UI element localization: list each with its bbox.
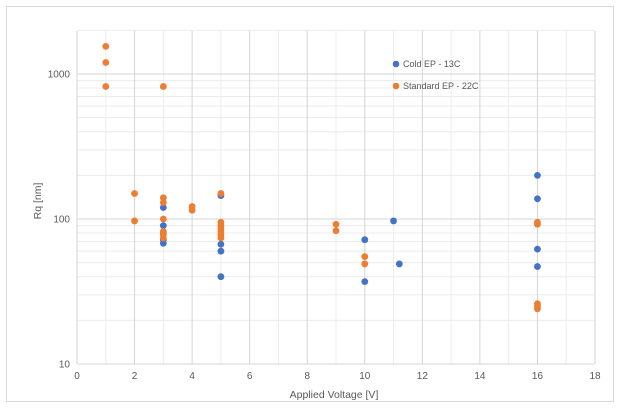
data-point-cold-ep [534, 245, 541, 253]
data-point-standard-ep [188, 206, 196, 214]
data-point-standard-ep [159, 194, 167, 202]
y-tick-label: 100 [53, 215, 70, 226]
data-point-standard-ep [332, 220, 340, 228]
legend: Cold EP - 13C Standard EP - 22C [392, 59, 479, 91]
data-point-standard-ep [361, 253, 369, 261]
data-point-cold-ep [217, 240, 225, 248]
legend-marker-standard-ep [392, 82, 400, 90]
data-point-cold-ep [159, 222, 167, 230]
minor-gridlines [77, 29, 595, 364]
legend-label-cold-ep: Cold EP - 13C [403, 59, 461, 69]
data-point-standard-ep [534, 220, 541, 228]
x-axis-ticks: 0 2 4 6 8 10 12 14 16 18 [74, 371, 601, 382]
x-tick-label: 8 [304, 371, 310, 382]
data-point-cold-ep [159, 239, 167, 247]
data-point-cold-ep [361, 236, 369, 244]
data-point-standard-ep [131, 217, 138, 225]
data-point-cold-ep [361, 278, 369, 286]
x-tick-label: 12 [417, 371, 429, 382]
data-point-standard-ep [102, 83, 110, 90]
y-axis-ticks: 10 100 1000 [48, 70, 71, 371]
data-point-standard-ep [159, 199, 167, 206]
data-point-standard-ep [131, 190, 138, 197]
x-tick-label: 10 [359, 371, 371, 382]
data-point-cold-ep [534, 263, 541, 270]
data-point-standard-ep [534, 305, 541, 313]
data-point-cold-ep [217, 247, 225, 255]
legend-marker-cold-ep [392, 60, 400, 68]
chart-frame: 0 2 4 6 8 10 12 14 16 18 10 100 1000 Applied Voltag… [6, 6, 614, 402]
major-gridlines [76, 31, 596, 365]
y-axis-title: Rq [nm] [32, 183, 44, 220]
data-points [102, 43, 541, 313]
x-axis-title: Applied Voltage [V] [290, 389, 379, 401]
x-tick-label: 16 [532, 371, 544, 382]
legend-label-standard-ep: Standard EP - 22C [403, 81, 479, 91]
data-point-cold-ep [534, 171, 541, 179]
x-tick-label: 18 [589, 371, 601, 382]
data-point-standard-ep [159, 234, 167, 242]
x-tick-label: 6 [247, 371, 253, 382]
data-point-standard-ep [217, 190, 225, 197]
data-point-standard-ep [217, 234, 225, 242]
data-point-cold-ep [159, 204, 167, 211]
data-point-cold-ep [390, 217, 397, 225]
data-point-cold-ep [217, 273, 225, 281]
data-point-cold-ep [395, 260, 403, 268]
scatter-chart: 0 2 4 6 8 10 12 14 16 18 10 100 1000 Applied Voltag… [32, 29, 601, 401]
data-point-cold-ep [534, 195, 541, 203]
x-tick-label: 4 [189, 371, 195, 382]
data-point-standard-ep [102, 43, 110, 50]
x-tick-label: 0 [74, 371, 80, 382]
y-tick-label: 10 [59, 360, 71, 371]
x-tick-label: 14 [474, 371, 486, 382]
y-tick-label: 1000 [48, 70, 71, 81]
data-point-standard-ep [332, 227, 340, 235]
data-point-standard-ep [159, 215, 167, 223]
data-point-standard-ep [102, 59, 110, 66]
x-tick-label: 2 [132, 371, 138, 382]
data-point-standard-ep [361, 260, 369, 268]
data-point-standard-ep [159, 83, 167, 90]
